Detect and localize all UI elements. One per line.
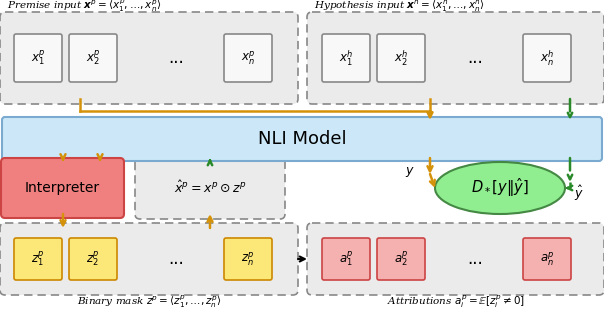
FancyBboxPatch shape (307, 223, 604, 295)
Text: Attributions $a_i^p = \mathbb{E}[z_i^p \neq 0]$: Attributions $a_i^p = \mathbb{E}[z_i^p \… (387, 293, 525, 309)
FancyArrowPatch shape (568, 99, 572, 117)
Text: $\hat{x}^p = x^p \odot z^p$: $\hat{x}^p = x^p \odot z^p$ (174, 180, 246, 196)
FancyArrowPatch shape (568, 186, 572, 190)
Text: $z_1^p$: $z_1^p$ (31, 249, 45, 269)
Text: $a_n^p$: $a_n^p$ (540, 250, 554, 268)
FancyBboxPatch shape (69, 34, 117, 82)
FancyBboxPatch shape (1, 158, 124, 218)
Text: ...: ... (168, 250, 184, 268)
FancyBboxPatch shape (0, 12, 298, 104)
Text: Premise input $\boldsymbol{x}^p = \langle x_1^p, \ldots, x_n^p \rangle$: Premise input $\boldsymbol{x}^p = \langl… (7, 0, 162, 14)
Ellipse shape (435, 162, 565, 214)
FancyBboxPatch shape (377, 238, 425, 280)
FancyBboxPatch shape (322, 34, 370, 82)
FancyBboxPatch shape (69, 238, 117, 280)
FancyArrowPatch shape (428, 158, 432, 171)
FancyArrowPatch shape (97, 154, 103, 159)
FancyBboxPatch shape (307, 12, 604, 104)
Text: $x_n^h$: $x_n^h$ (540, 48, 554, 68)
FancyBboxPatch shape (322, 238, 370, 280)
Text: $z_n^p$: $z_n^p$ (241, 250, 255, 268)
FancyArrowPatch shape (208, 161, 212, 165)
Text: $x_2^p$: $x_2^p$ (86, 49, 100, 67)
Text: $h^p$: $h^p$ (104, 160, 118, 172)
Text: NLI Model: NLI Model (258, 130, 346, 148)
FancyBboxPatch shape (224, 34, 272, 82)
FancyArrowPatch shape (428, 111, 432, 117)
Text: ...: ... (467, 49, 483, 67)
FancyBboxPatch shape (14, 238, 62, 280)
Text: ...: ... (168, 49, 184, 67)
FancyArrowPatch shape (430, 174, 435, 185)
FancyBboxPatch shape (135, 157, 285, 219)
Text: $\hat{y}$: $\hat{y}$ (574, 184, 584, 203)
Text: $y$: $y$ (405, 165, 415, 179)
Text: Interpreter: Interpreter (25, 181, 100, 195)
FancyBboxPatch shape (377, 34, 425, 82)
Text: $x_1^p$: $x_1^p$ (31, 49, 45, 67)
FancyBboxPatch shape (523, 34, 571, 82)
FancyArrowPatch shape (298, 257, 304, 261)
Text: $a_2^p$: $a_2^p$ (394, 249, 408, 269)
Text: $z_2^p$: $z_2^p$ (86, 249, 100, 269)
FancyBboxPatch shape (0, 223, 298, 295)
Text: $x_n^p$: $x_n^p$ (240, 49, 255, 67)
Text: $x_1^h$: $x_1^h$ (339, 48, 353, 68)
FancyBboxPatch shape (523, 238, 571, 280)
FancyBboxPatch shape (14, 34, 62, 82)
Text: $a_1^p$: $a_1^p$ (339, 249, 353, 269)
Text: ...: ... (467, 250, 483, 268)
Text: Hypothesis input $\boldsymbol{x}^h = \langle x_1^h, \ldots, x_n^h \rangle$: Hypothesis input $\boldsymbol{x}^h = \la… (314, 0, 484, 14)
Text: $x_2^h$: $x_2^h$ (394, 48, 408, 68)
FancyBboxPatch shape (224, 238, 272, 280)
FancyArrowPatch shape (208, 217, 213, 228)
Text: $D_*[y\|\hat{y}]$: $D_*[y\|\hat{y}]$ (471, 177, 529, 199)
FancyArrowPatch shape (60, 154, 65, 159)
Text: Binary mask $z^p = \langle z_1^p, \ldots, z_n^p \rangle$: Binary mask $z^p = \langle z_1^p, \ldots… (77, 293, 221, 309)
Text: $x^p, x^h$: $x^p, x^h$ (5, 160, 35, 175)
FancyArrowPatch shape (568, 158, 572, 179)
FancyBboxPatch shape (2, 117, 602, 161)
FancyArrowPatch shape (60, 214, 65, 225)
